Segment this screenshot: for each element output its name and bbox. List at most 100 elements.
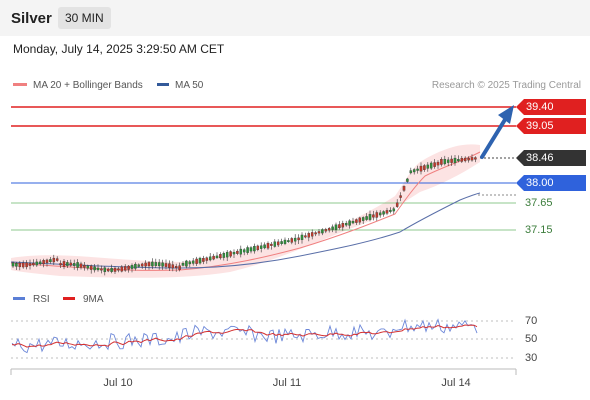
candle-body — [440, 159, 443, 165]
candle-body — [287, 240, 290, 243]
candle-body — [59, 263, 62, 266]
candle-body — [42, 260, 45, 265]
candle-body — [263, 244, 266, 249]
candle-body — [215, 255, 219, 259]
candle-body — [256, 245, 260, 251]
candle-body — [276, 241, 280, 246]
candle-body — [395, 202, 399, 207]
candle-body — [225, 251, 229, 258]
candle-body — [463, 157, 467, 162]
candle-body — [270, 243, 273, 246]
candle-body — [62, 261, 66, 267]
current-price-tag: 38.46 — [516, 150, 586, 166]
candle-body — [185, 260, 188, 267]
candle-body — [205, 257, 209, 261]
candle-body — [365, 216, 368, 220]
rsi-9ma-legend-swatch — [63, 296, 75, 300]
timestamp: Monday, July 14, 2025 3:29:50 AM CET — [13, 42, 225, 56]
candle-body — [69, 262, 73, 266]
interval-button[interactable]: 30 MIN — [58, 7, 111, 29]
candle-body — [334, 224, 338, 230]
research-credit: Research © 2025 Trading Central — [431, 80, 581, 91]
candle-body — [21, 262, 25, 268]
candle-body — [457, 159, 460, 162]
candle-body — [453, 157, 457, 164]
rsi-tick-30: 30 — [525, 352, 538, 364]
candle-body — [429, 162, 433, 169]
candle-body — [100, 268, 103, 271]
level-tag-38-00: 38.00 — [516, 175, 586, 191]
candle-body — [117, 268, 120, 271]
candle-body — [351, 220, 355, 224]
candle-body — [242, 249, 246, 253]
candle-body — [375, 212, 379, 218]
candle-body — [195, 258, 198, 264]
x-label-jul14: Jul 14 — [441, 377, 471, 389]
candle-body — [93, 266, 96, 271]
candle-body — [49, 259, 52, 263]
rsi-tick-70: 70 — [525, 315, 538, 327]
candle-body — [300, 234, 304, 240]
rsi-9ma-line — [11, 324, 478, 348]
candle-body — [130, 265, 134, 269]
level-tag-39-05: 39.05 — [516, 118, 586, 134]
candle-body — [297, 237, 300, 241]
candle-body — [266, 242, 270, 249]
candle-body — [412, 169, 416, 173]
candle-body — [348, 220, 351, 226]
candle-body — [137, 264, 141, 267]
candle-body — [236, 250, 239, 254]
candle-body — [382, 211, 385, 215]
rsi-tick-50: 50 — [525, 333, 538, 345]
candle-body — [110, 268, 113, 272]
candle-body — [239, 248, 243, 255]
candle-body — [321, 229, 324, 234]
x-label-jul10: Jul 10 — [103, 377, 133, 389]
candle-body — [52, 257, 56, 263]
candle-body — [32, 262, 35, 266]
candle-body — [134, 263, 137, 269]
candle-body — [151, 261, 154, 267]
candle-body — [253, 246, 256, 252]
candle-body — [181, 263, 185, 266]
rsi-legend-label: RSI — [33, 294, 50, 305]
ma20-line — [10, 151, 481, 271]
candle-body — [161, 262, 164, 267]
candle-body — [290, 238, 294, 243]
candle-body — [470, 157, 474, 161]
candle-body — [338, 224, 341, 229]
candle-body — [83, 264, 86, 268]
candle-body — [467, 157, 470, 161]
rsi-9ma-legend-label: 9MA — [83, 294, 104, 305]
candle-body — [79, 263, 83, 268]
candle-body — [28, 263, 32, 266]
candle-body — [446, 159, 450, 163]
candle-body — [219, 254, 222, 259]
candle-body — [307, 233, 311, 238]
candle-body — [96, 267, 100, 271]
candle-body — [344, 223, 348, 226]
candle-body — [389, 209, 392, 212]
candle-body — [178, 265, 181, 270]
candle-body — [246, 247, 249, 253]
candle-body — [433, 162, 436, 167]
legend-label-ma20: MA 20 + Bollinger Bands — [33, 80, 143, 91]
candle-body — [314, 232, 317, 235]
candle-body — [25, 262, 28, 268]
candle-body — [460, 157, 464, 162]
level-tag-39-40: 39.40 — [516, 99, 586, 115]
candle-body — [402, 186, 406, 191]
candle-body — [443, 158, 447, 165]
candle-body — [89, 265, 93, 270]
candle-body — [283, 239, 287, 244]
candle-body — [423, 165, 426, 170]
level-tag-37-15: 37.15 — [525, 224, 553, 236]
candle-body — [144, 262, 147, 267]
candle-body — [310, 232, 314, 237]
candle-body — [324, 229, 328, 232]
instrument-title: Silver — [11, 10, 52, 27]
candlestick-series — [11, 154, 477, 276]
candle-body — [198, 257, 202, 264]
rsi-9ma-legend-item: 9MA — [63, 294, 104, 305]
